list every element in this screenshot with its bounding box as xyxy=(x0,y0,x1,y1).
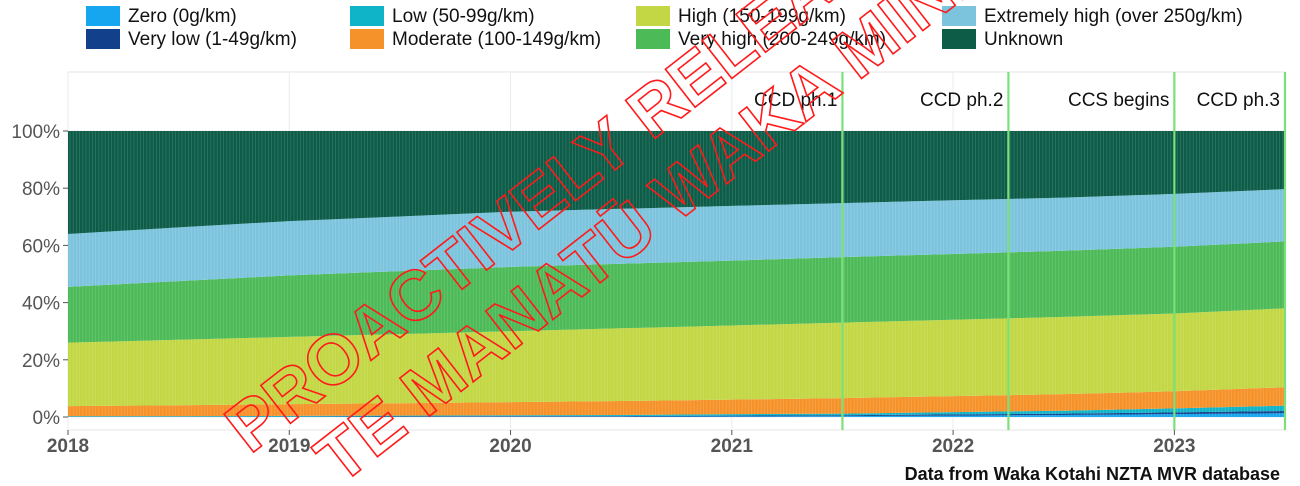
event-label-3: CCD ph.3 xyxy=(1197,90,1280,111)
legend-swatch-high xyxy=(636,6,670,26)
event-label-2: CCS begins xyxy=(1068,90,1169,111)
xtick-label-2021: 2021 xyxy=(711,436,754,457)
legend-swatch-very_high xyxy=(636,29,670,49)
y-axis: 0% 20% 40% 60% 80% 100% xyxy=(11,122,68,429)
bar-series-unknown xyxy=(68,131,1285,234)
legend-swatch-extremely_high xyxy=(942,6,976,26)
ytick-label-100: 100% xyxy=(11,122,60,143)
bar-series-low xyxy=(68,405,1285,417)
legend-swatch-zero xyxy=(86,6,120,26)
xtick-label-2018: 2018 xyxy=(47,436,89,457)
bar-series-very_high xyxy=(68,241,1285,343)
ytick-label-60: 60% xyxy=(22,236,60,257)
event-lines: CCD ph.1 CCD ph.2 CCS begins CCD ph.3 xyxy=(754,72,1287,430)
xtick-label-2019: 2019 xyxy=(268,436,310,457)
chart-caption: Data from Waka Kotahi NZTA MVR database xyxy=(905,464,1280,484)
legend-label-high: High (150-199g/km) xyxy=(678,6,846,27)
legend-label-extremely_high: Extremely high (over 250g/km) xyxy=(984,6,1243,27)
bar-texture xyxy=(69,131,1284,417)
event-label-0: CCD ph.1 xyxy=(754,90,837,111)
ytick-label-40: 40% xyxy=(22,294,60,315)
x-axis: 2018 2019 2020 2021 2022 2023 xyxy=(47,430,1196,457)
legend-swatch-unknown xyxy=(942,29,976,49)
bar-series-extremely_high xyxy=(68,189,1285,287)
legend-label-moderate: Moderate (100-149g/km) xyxy=(392,29,601,50)
bar-series-moderate xyxy=(68,387,1285,417)
legend: Zero (0g/km)Very low (1-49g/km) Low (50-9… xyxy=(86,6,1243,50)
bar-series-very_low xyxy=(68,411,1285,417)
bar-series-high xyxy=(68,308,1285,407)
xtick-label-2022: 2022 xyxy=(932,436,974,457)
xtick-label-2023: 2023 xyxy=(1153,436,1195,457)
legend-swatch-low xyxy=(350,6,384,26)
legend-label-very_high: Very high (200-249g/km) xyxy=(678,29,886,50)
ytick-label-20: 20% xyxy=(22,351,60,372)
legend-label-low: Low (50-99g/km) xyxy=(392,6,535,27)
legend-label-zero: Zero (0g/km) xyxy=(128,6,237,27)
legend-swatch-very_low xyxy=(86,29,120,49)
legend-label-very_low: Very low (1-49g/km) xyxy=(128,29,297,50)
event-label-1: CCD ph.2 xyxy=(920,90,1003,111)
legend-swatch-moderate xyxy=(350,29,384,49)
ytick-label-80: 80% xyxy=(22,179,60,200)
legend-label-unknown: Unknown xyxy=(984,29,1063,50)
xtick-label-2020: 2020 xyxy=(489,436,531,457)
bar-series-zero xyxy=(68,413,1285,417)
ytick-label-0: 0% xyxy=(33,408,61,429)
stacked-bars xyxy=(68,131,1285,417)
